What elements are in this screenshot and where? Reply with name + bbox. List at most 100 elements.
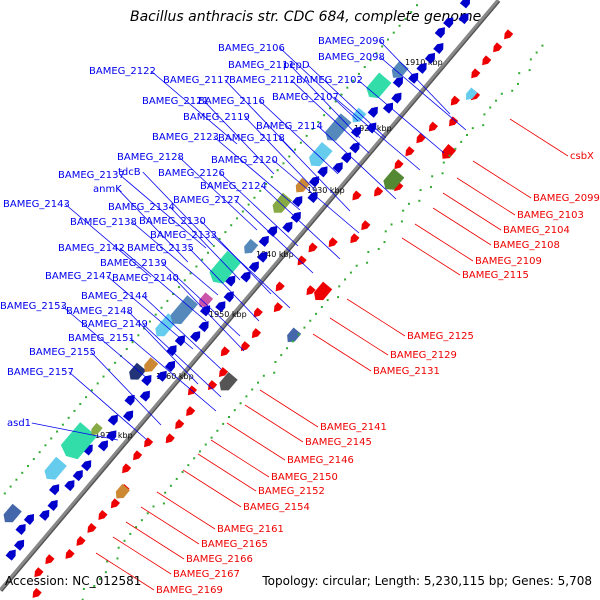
forward-gene-arrow xyxy=(332,162,343,174)
gc-marker xyxy=(3,492,6,495)
gc-marker xyxy=(386,38,389,41)
label-leader xyxy=(213,136,301,211)
gc-marker xyxy=(79,403,82,406)
gc-marker xyxy=(241,210,244,213)
gc-marker xyxy=(357,72,360,75)
gc-marker xyxy=(164,491,167,494)
gc-marker xyxy=(398,24,401,27)
gc-marker xyxy=(402,209,405,212)
reverse-gene-label: BAMEG_2103 xyxy=(517,210,584,221)
reverse-gene-arrow xyxy=(87,523,97,533)
forward-gene-label: BAMEG_2153 xyxy=(0,301,67,312)
gc-marker xyxy=(73,409,76,412)
label-leader xyxy=(401,237,461,276)
gc-marker xyxy=(21,471,24,474)
label-leader xyxy=(182,469,242,508)
gc-marker xyxy=(27,464,30,467)
gc-marker xyxy=(349,271,352,274)
feature-block xyxy=(391,60,409,78)
gc-marker xyxy=(212,244,215,247)
reverse-gene-arrow xyxy=(98,510,108,520)
gc-marker xyxy=(363,66,366,69)
forward-gene-arrow xyxy=(267,225,278,237)
reverse-feature-block xyxy=(383,168,405,190)
feature-block xyxy=(199,292,214,308)
gc-marker xyxy=(352,79,355,82)
reverse-gene-arrow xyxy=(34,567,44,578)
reverse-gene-arrow xyxy=(240,341,251,352)
forward-gene-arrow xyxy=(39,509,50,521)
forward-gene-label: BAMEG_2143 xyxy=(3,199,70,210)
forward-gene-arrow xyxy=(47,499,58,511)
forward-gene-arrow xyxy=(141,374,152,386)
forward-gene-arrow xyxy=(282,221,293,233)
gc-marker xyxy=(93,584,96,587)
gc-marker xyxy=(392,31,395,34)
topology-text: Topology: circular; Length: 5,230,115 bp… xyxy=(262,574,592,588)
reverse-gene-arrow xyxy=(122,463,132,474)
gc-marker xyxy=(251,388,254,391)
gc-marker xyxy=(85,396,88,399)
gc-marker xyxy=(270,176,273,179)
reverse-gene-arrow xyxy=(110,498,121,509)
forward-gene-arrow xyxy=(408,72,419,84)
label-leader xyxy=(290,79,370,154)
gc-marker xyxy=(328,107,331,110)
reverse-gene-arrow xyxy=(350,233,360,244)
gc-marker xyxy=(288,155,291,158)
label-leader xyxy=(329,317,389,356)
reverse-gene-label: BAMEG_2169 xyxy=(156,585,223,596)
forward-gene-arrow xyxy=(240,271,251,283)
forward-gene-label: BAMEG_2140 xyxy=(112,273,179,284)
gc-marker xyxy=(381,45,384,48)
forward-gene-arrow xyxy=(248,261,259,273)
forward-gene-label: asd1 xyxy=(7,418,31,429)
forward-gene-label: BAMEG_2116 xyxy=(198,96,265,107)
gc-marker xyxy=(390,223,393,226)
reverse-gene-label: BAMEG_2146 xyxy=(287,455,354,466)
reverse-gene-arrow xyxy=(504,29,514,40)
reverse-gene-label: BAMEG_2129 xyxy=(390,350,457,361)
forward-gene-label: BAMEG_2135 xyxy=(127,243,194,254)
reverse-gene-arrow xyxy=(220,346,230,357)
reverse-gene-arrow xyxy=(186,406,196,417)
gc-marker xyxy=(154,313,157,316)
forward-gene-arrow xyxy=(341,152,352,164)
gc-marker xyxy=(338,285,341,288)
gc-marker xyxy=(81,598,84,600)
reverse-gene-arrow xyxy=(187,385,198,396)
gc-marker xyxy=(429,186,432,189)
forward-gene-label: BAMEG_2120 xyxy=(211,155,278,166)
label-leader xyxy=(125,521,185,560)
label-leader xyxy=(261,185,341,260)
gc-marker xyxy=(366,261,369,264)
gc-marker xyxy=(236,217,239,220)
label-leader xyxy=(127,310,199,385)
forward-gene-arrow xyxy=(433,42,444,54)
label-leader xyxy=(173,277,245,352)
gc-marker xyxy=(315,312,318,315)
gc-marker xyxy=(495,99,498,102)
gc-marker xyxy=(123,539,126,542)
label-leader xyxy=(131,221,219,296)
label-leader xyxy=(95,552,155,591)
gc-marker xyxy=(483,113,486,116)
forward-gene-label: BAMEG_2106 xyxy=(218,43,285,54)
gc-marker xyxy=(146,512,149,515)
forward-gene-label: BAMEG_2148 xyxy=(66,306,133,317)
gc-marker xyxy=(169,484,172,487)
forward-gene-label: BAMEG_2107 xyxy=(272,92,339,103)
label-leader xyxy=(119,247,207,322)
forward-gene-arrow xyxy=(458,13,469,25)
label-leader xyxy=(234,199,314,274)
gc-marker xyxy=(183,279,186,282)
label-leader xyxy=(224,79,296,154)
feature-block xyxy=(352,107,367,123)
reverse-feature-block xyxy=(219,371,238,391)
reverse-gene-label: BAMEG_2166 xyxy=(186,554,253,565)
forward-gene-label: BAMEG_2133 xyxy=(150,230,217,241)
label-leader xyxy=(244,404,304,443)
forward-gene-arrow xyxy=(367,106,378,118)
gc-marker xyxy=(384,230,387,233)
